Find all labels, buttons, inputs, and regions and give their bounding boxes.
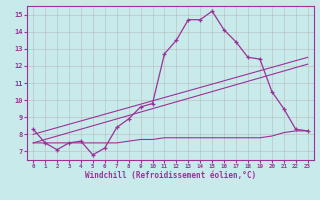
X-axis label: Windchill (Refroidissement éolien,°C): Windchill (Refroidissement éolien,°C) (85, 171, 256, 180)
